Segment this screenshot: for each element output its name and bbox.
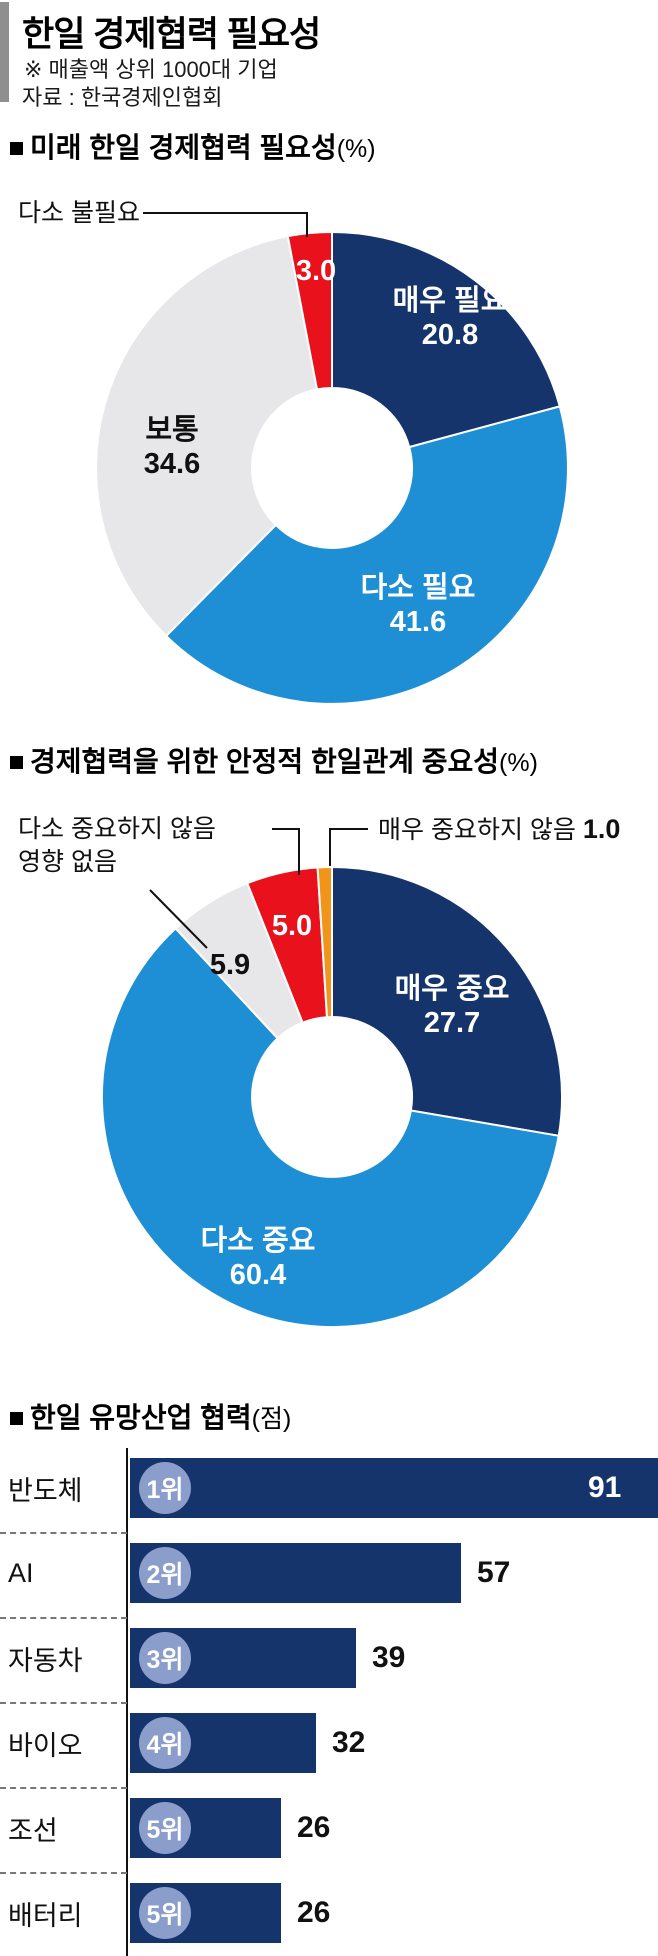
bar: 4위 [130, 1713, 316, 1773]
rank-badge: 2위 [139, 1547, 191, 1599]
bar-value: 91 [588, 1471, 622, 1504]
bar: 2위 [130, 1543, 461, 1603]
bar-category: 바이오 [8, 1730, 83, 1761]
section-title-text: 미래 한일 경제협력 필요성 [30, 132, 337, 163]
row-separator [0, 1872, 127, 1874]
bar-row-semiconductor: 반도체 1위 91 [0, 1458, 658, 1518]
slice-label-value: 5.9 [209, 949, 251, 981]
slice-label-value: 20.8 [421, 319, 479, 351]
header-accent-bar [0, 2, 9, 102]
bar-value: 26 [297, 1896, 331, 1929]
bar: 1위 [130, 1458, 658, 1518]
section-bullet-icon [10, 142, 23, 155]
bar: 3위 [130, 1628, 356, 1688]
slice-label-text: 다소 중요 [200, 1225, 316, 1257]
bar-category: AI [8, 1557, 34, 1588]
rank-badge: 4위 [139, 1717, 191, 1769]
row-separator [0, 1787, 127, 1789]
slice-label-value: 27.7 [423, 1007, 481, 1039]
bar-value: 39 [372, 1641, 406, 1674]
rank-badge: 5위 [139, 1887, 191, 1939]
slice-value-somewhat-unimportant: 5.0 [252, 909, 332, 943]
bar-category: 자동차 [8, 1645, 83, 1676]
section-title-unit: (%) [336, 135, 376, 163]
callout-value: 1.0 [582, 814, 621, 844]
section-bullet-icon [10, 756, 23, 769]
slice-label-value: 34.6 [143, 448, 201, 480]
rank-badge: 5위 [139, 1802, 191, 1854]
section-title-text: 한일 유망산업 협력 [30, 1402, 252, 1433]
section-title-relations-importance: 경제협력을 위한 안정적 한일관계 중요성(%) [10, 740, 538, 780]
slice-label-very-necessary: 매우 필요 20.8 [370, 284, 530, 352]
slice-value-no-influence: 5.9 [190, 948, 270, 982]
bar-row-automobile: 자동차 3위 39 [0, 1628, 658, 1688]
section-title-industry-cooperation: 한일 유망산업 협력(점) [10, 1396, 291, 1436]
bar-value: 26 [297, 1811, 331, 1844]
row-separator [0, 1702, 127, 1704]
bar-value: 57 [477, 1556, 511, 1589]
donut-chart-relations-importance [100, 865, 563, 1329]
bar-chart-industry-cooperation: 반도체 1위 91 AI 2위 57 자동차 3위 39 바이오 4위 [0, 1445, 658, 1956]
slice-label-neutral: 보통 34.6 [92, 413, 252, 481]
bar-category: 조선 [8, 1815, 58, 1846]
callout-text: 매우 중요하지 않음 [378, 816, 576, 844]
slice-label-value: 41.6 [389, 606, 447, 638]
bar-category: 배터리 [8, 1900, 83, 1931]
slice-label-text: 다소 필요 [360, 572, 476, 604]
callout-somewhat-unimportant: 다소 중요하지 않음 [18, 815, 216, 843]
bar: 5위 [130, 1883, 281, 1943]
section-title-unit: (%) [499, 749, 538, 777]
row-separator [0, 1532, 127, 1534]
slice-label-somewhat-important: 다소 중요 60.4 [178, 1224, 338, 1292]
slice-label-value: 5.0 [271, 910, 313, 942]
bar-row-shipbuilding: 조선 5위 26 [0, 1798, 658, 1858]
bar-row-battery: 배터리 5위 26 [0, 1883, 658, 1943]
callout-somewhat-unnecessary: 다소 불필요 [18, 199, 140, 227]
slice-label-text: 매우 중요 [394, 973, 510, 1005]
callout-no-influence: 영향 없음 [18, 848, 117, 876]
slice-label-text: 보통 [145, 414, 199, 446]
row-separator [0, 1617, 127, 1619]
section-title-unit: (점) [251, 1405, 292, 1433]
slice-label-value: 3.0 [295, 255, 337, 287]
slice-label-text: 매우 필요 [392, 285, 508, 317]
slice-label-somewhat-necessary: 다소 필요 41.6 [338, 571, 498, 639]
slice-value-somewhat-unnecessary: 3.0 [276, 254, 356, 288]
rank-badge: 1위 [139, 1462, 191, 1514]
data-source: 자료 : 한국경제인협회 [22, 85, 223, 110]
slice-label-very-important: 매우 중요 27.7 [372, 972, 532, 1040]
section-bullet-icon [10, 1412, 23, 1425]
survey-note: ※ 매출액 상위 1000대 기업 [24, 57, 278, 82]
bar-row-bio: 바이오 4위 32 [0, 1713, 658, 1773]
donut-chart-future-necessity [95, 230, 569, 705]
bar-value: 32 [332, 1726, 366, 1759]
slice-label-value: 60.4 [229, 1259, 287, 1291]
bar-category: 반도체 [8, 1475, 83, 1506]
rank-badge: 3위 [139, 1632, 191, 1684]
section-title-text: 경제협력을 위한 안정적 한일관계 중요성 [30, 746, 500, 777]
bar: 5위 [130, 1798, 281, 1858]
infographic-title: 한일 경제협력 필요성 [22, 15, 321, 54]
section-title-future-necessity: 미래 한일 경제협력 필요성(%) [10, 126, 376, 166]
bar-chart-axis [126, 1448, 128, 1956]
callout-very-unimportant: 매우 중요하지 않음 1.0 [378, 812, 620, 847]
bar-row-ai: AI 2위 57 [0, 1543, 658, 1603]
